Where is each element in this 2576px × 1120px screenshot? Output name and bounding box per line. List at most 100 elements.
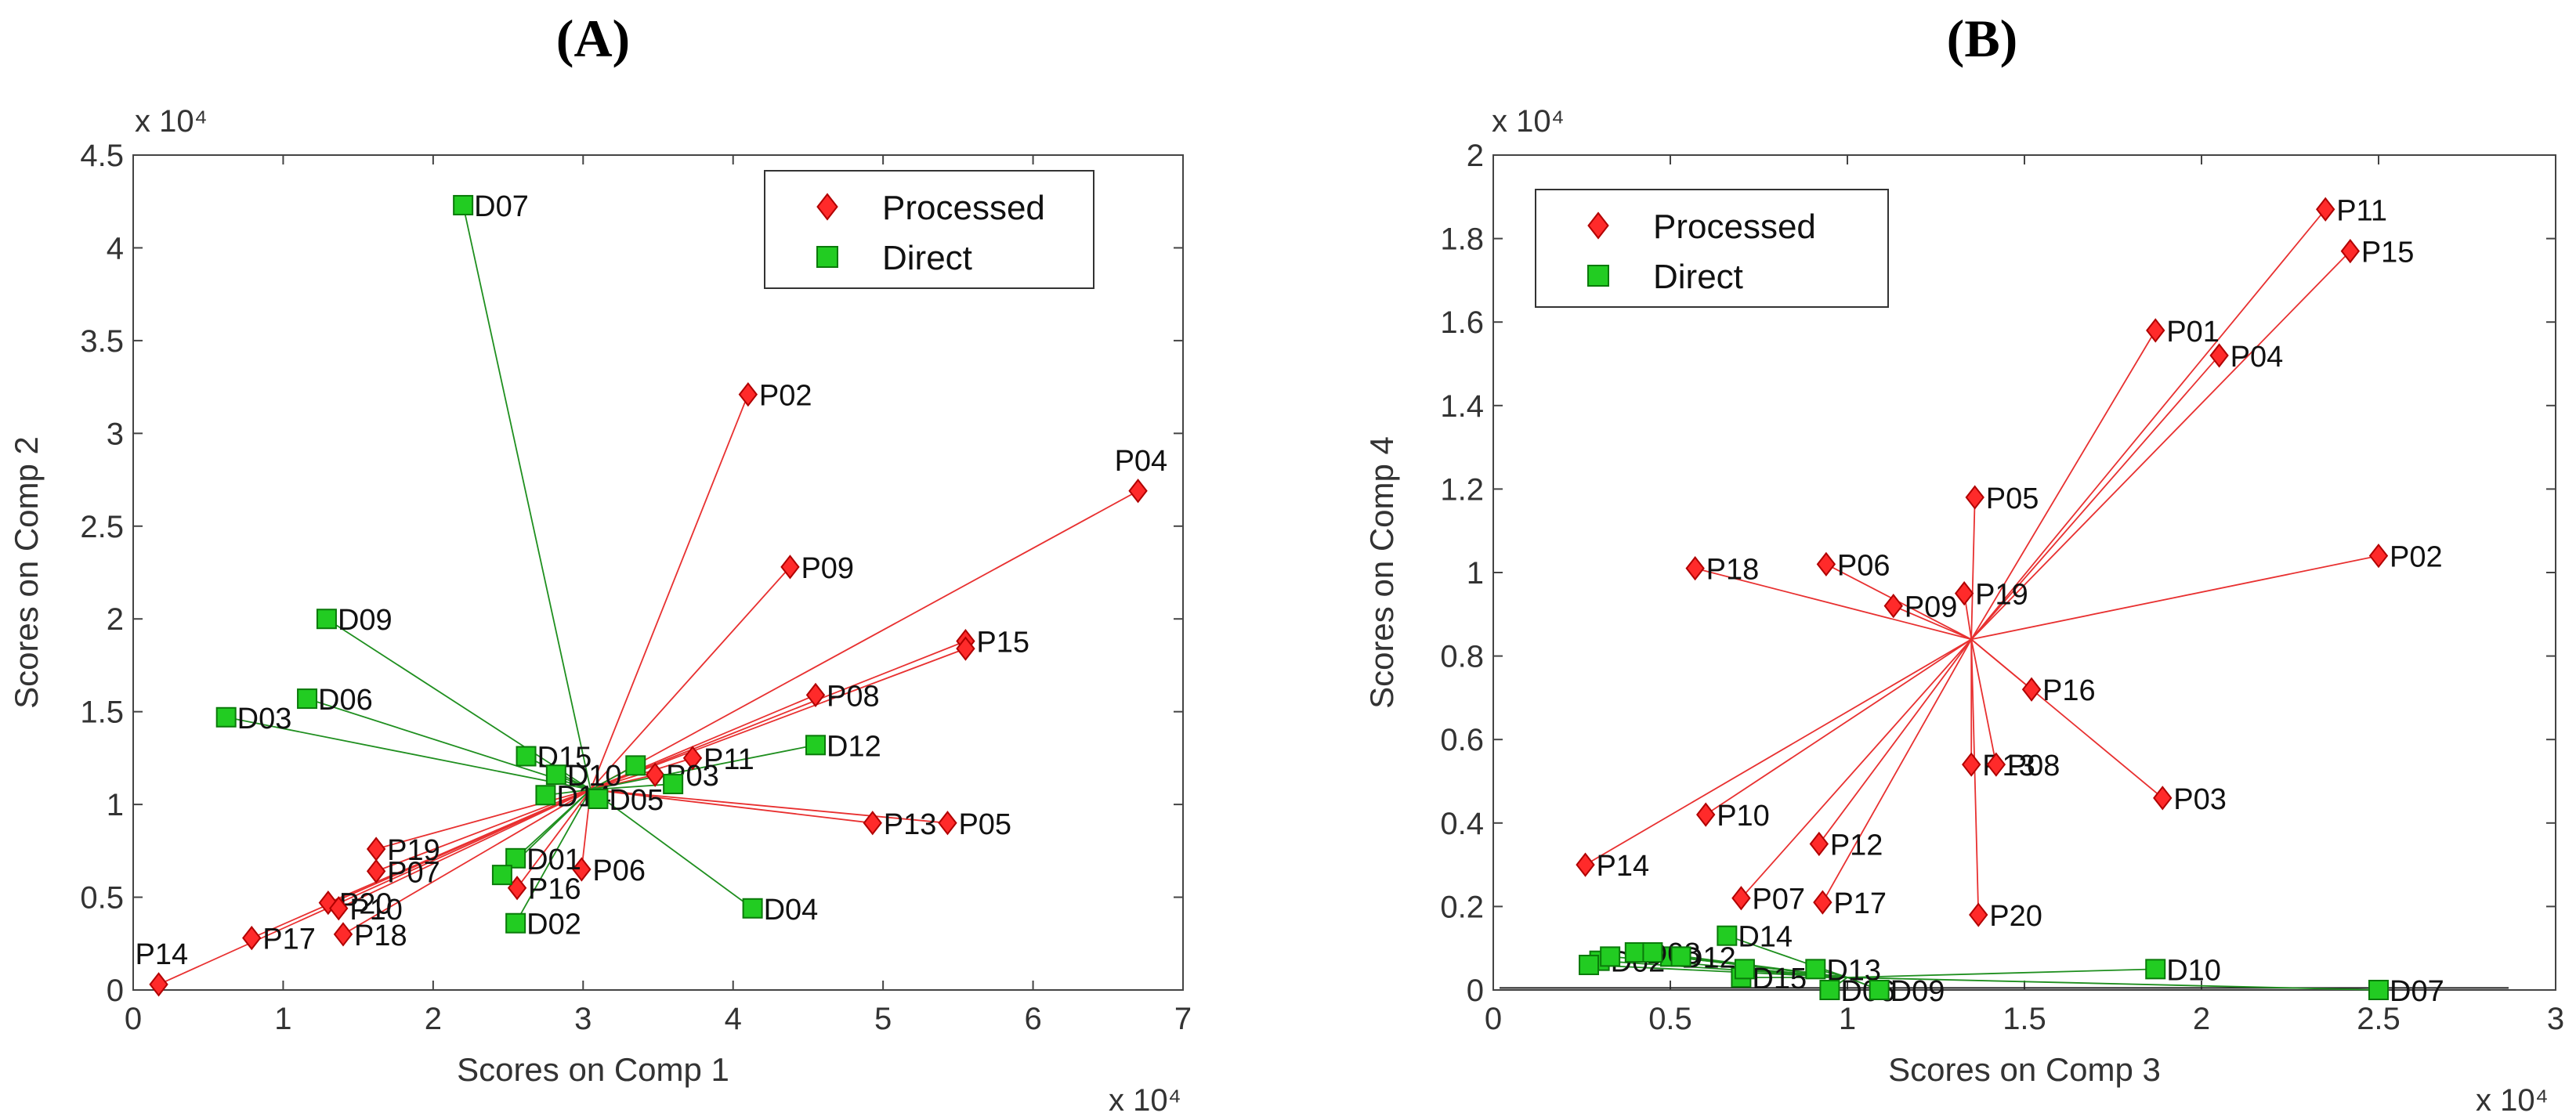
processed-point bbox=[1128, 479, 1148, 504]
y-tick-label: 1.6 bbox=[1440, 305, 1484, 340]
processed-point-label: P06 bbox=[592, 854, 646, 887]
processed-connector-line bbox=[590, 640, 966, 790]
y-tick-label: 4.5 bbox=[80, 139, 124, 173]
processed-point-label: P04 bbox=[1115, 445, 1168, 478]
processed-point bbox=[1685, 556, 1705, 581]
direct-point bbox=[545, 764, 566, 786]
y-tick-label: 3.5 bbox=[80, 324, 124, 359]
direct-point bbox=[1869, 980, 1890, 1000]
processed-point-label: P11 bbox=[2336, 194, 2387, 227]
x-exponent-label: x 10⁴ bbox=[1109, 1083, 1181, 1116]
direct-point bbox=[505, 912, 526, 934]
processed-point bbox=[1969, 902, 1988, 927]
processed-point-label: P20 bbox=[1989, 900, 2042, 933]
panel-title: (A) bbox=[556, 9, 630, 68]
y-tick-label: 1 bbox=[1467, 556, 1484, 591]
y-tick-label: 1.2 bbox=[1440, 472, 1484, 507]
direct-point bbox=[625, 755, 646, 776]
processed-point bbox=[1816, 551, 1836, 576]
y-tick-label: 1.5 bbox=[80, 695, 124, 730]
y-tick-label: 0 bbox=[1467, 974, 1484, 1008]
direct-point bbox=[505, 847, 526, 869]
processed-connector-line bbox=[1970, 355, 2220, 640]
processed-point bbox=[1883, 594, 1903, 619]
processed-connector-line bbox=[1971, 555, 2379, 641]
direct-point-label: D07 bbox=[474, 190, 529, 223]
direct-point bbox=[535, 785, 556, 806]
y-tick-label: 2 bbox=[107, 602, 124, 637]
direct-point bbox=[316, 609, 337, 630]
processed-connector-line bbox=[1970, 330, 2157, 640]
processed-point bbox=[1962, 752, 1981, 777]
y-tick-label: 4 bbox=[107, 231, 124, 266]
processed-point-label: P05 bbox=[958, 808, 1011, 841]
processed-point-label: P15 bbox=[976, 627, 1029, 659]
processed-point-label: P02 bbox=[759, 380, 812, 413]
y-tick-label: 1.8 bbox=[1440, 222, 1484, 257]
processed-point bbox=[1813, 890, 1833, 915]
processed-point-label: P08 bbox=[2007, 750, 2060, 782]
processed-connector-line bbox=[1893, 605, 1972, 641]
x-tick-label: 2 bbox=[2193, 1002, 2210, 1036]
processed-point-label: P04 bbox=[2230, 341, 2284, 374]
y-tick-label: 0 bbox=[107, 974, 124, 1008]
y-tick-label: 2 bbox=[1467, 139, 1484, 173]
direct-connector-line bbox=[1727, 934, 1848, 978]
processed-point bbox=[149, 972, 168, 997]
legend-processed-label: Processed bbox=[1653, 208, 1816, 246]
direct-connector-line bbox=[1588, 964, 1848, 978]
processed-connector-line bbox=[158, 789, 592, 985]
processed-connector-line bbox=[1970, 250, 2351, 640]
processed-point-label: P10 bbox=[349, 894, 403, 927]
x-tick-label: 0.5 bbox=[1648, 1002, 1692, 1036]
direct-point bbox=[453, 194, 474, 215]
legend-direct-marker bbox=[1587, 265, 1609, 287]
y-tick-label: 1 bbox=[107, 788, 124, 822]
processed-point-label: P19 bbox=[1975, 579, 2028, 612]
x-tick-label: 1 bbox=[1839, 1002, 1856, 1036]
legend-direct-marker bbox=[816, 246, 838, 268]
direct-point-label: D01 bbox=[526, 844, 581, 876]
processed-point-label: P07 bbox=[1752, 883, 1805, 916]
processed-point bbox=[1731, 886, 1751, 911]
panel-b: (B) 0 0.5 1 1.5 2 2.5 3 0 0.2 0.4 0.6 0.8 1 1.2 1.4 1.6 1… bbox=[1363, 9, 2564, 1118]
x-axis-label: Scores on Comp 3 bbox=[1888, 1051, 2161, 1088]
legend-box bbox=[764, 170, 1094, 289]
direct-point bbox=[1579, 955, 1600, 976]
direct-point-label: D05 bbox=[609, 784, 664, 817]
processed-point bbox=[2209, 343, 2229, 368]
direct-point-label: D09 bbox=[1890, 975, 1945, 1008]
legend-direct-label: Direct bbox=[882, 239, 972, 277]
direct-point bbox=[297, 688, 318, 710]
processed-point-label: P05 bbox=[1986, 482, 2039, 515]
processed-point bbox=[738, 381, 758, 407]
y-axis-label: Scores on Comp 4 bbox=[1363, 436, 1400, 709]
processed-point-label: P14 bbox=[136, 938, 189, 971]
processed-connector-line bbox=[338, 789, 592, 909]
direct-point bbox=[805, 735, 826, 756]
direct-point-label: D14 bbox=[1738, 921, 1793, 954]
legend-direct-label: Direct bbox=[1653, 258, 1743, 296]
processed-point-label: P17 bbox=[1833, 887, 1887, 920]
x-tick-label: 0 bbox=[1485, 1002, 1502, 1036]
processed-point bbox=[682, 746, 703, 771]
direct-point bbox=[1717, 925, 1738, 946]
processed-connector-line bbox=[1705, 638, 1972, 815]
processed-point bbox=[805, 682, 826, 707]
processed-point bbox=[1576, 852, 1595, 877]
x-tick-label: 1.5 bbox=[2003, 1002, 2046, 1036]
direct-connector-line bbox=[1744, 968, 1848, 978]
legend: Processed Direct bbox=[764, 170, 1094, 289]
processed-point-label: P16 bbox=[2042, 674, 2096, 707]
legend: Processed Direct bbox=[1535, 189, 1889, 308]
processed-point-label: P11 bbox=[704, 743, 754, 776]
processed-point-label: P13 bbox=[884, 808, 937, 841]
processed-point-label: P09 bbox=[801, 552, 854, 585]
processed-connector-line bbox=[342, 789, 592, 935]
direct-connector-line bbox=[590, 744, 816, 791]
processed-point bbox=[780, 555, 800, 580]
processed-point bbox=[1965, 485, 1984, 510]
processed-point bbox=[2316, 197, 2335, 222]
processed-point bbox=[329, 896, 349, 921]
processed-point bbox=[2146, 318, 2165, 343]
